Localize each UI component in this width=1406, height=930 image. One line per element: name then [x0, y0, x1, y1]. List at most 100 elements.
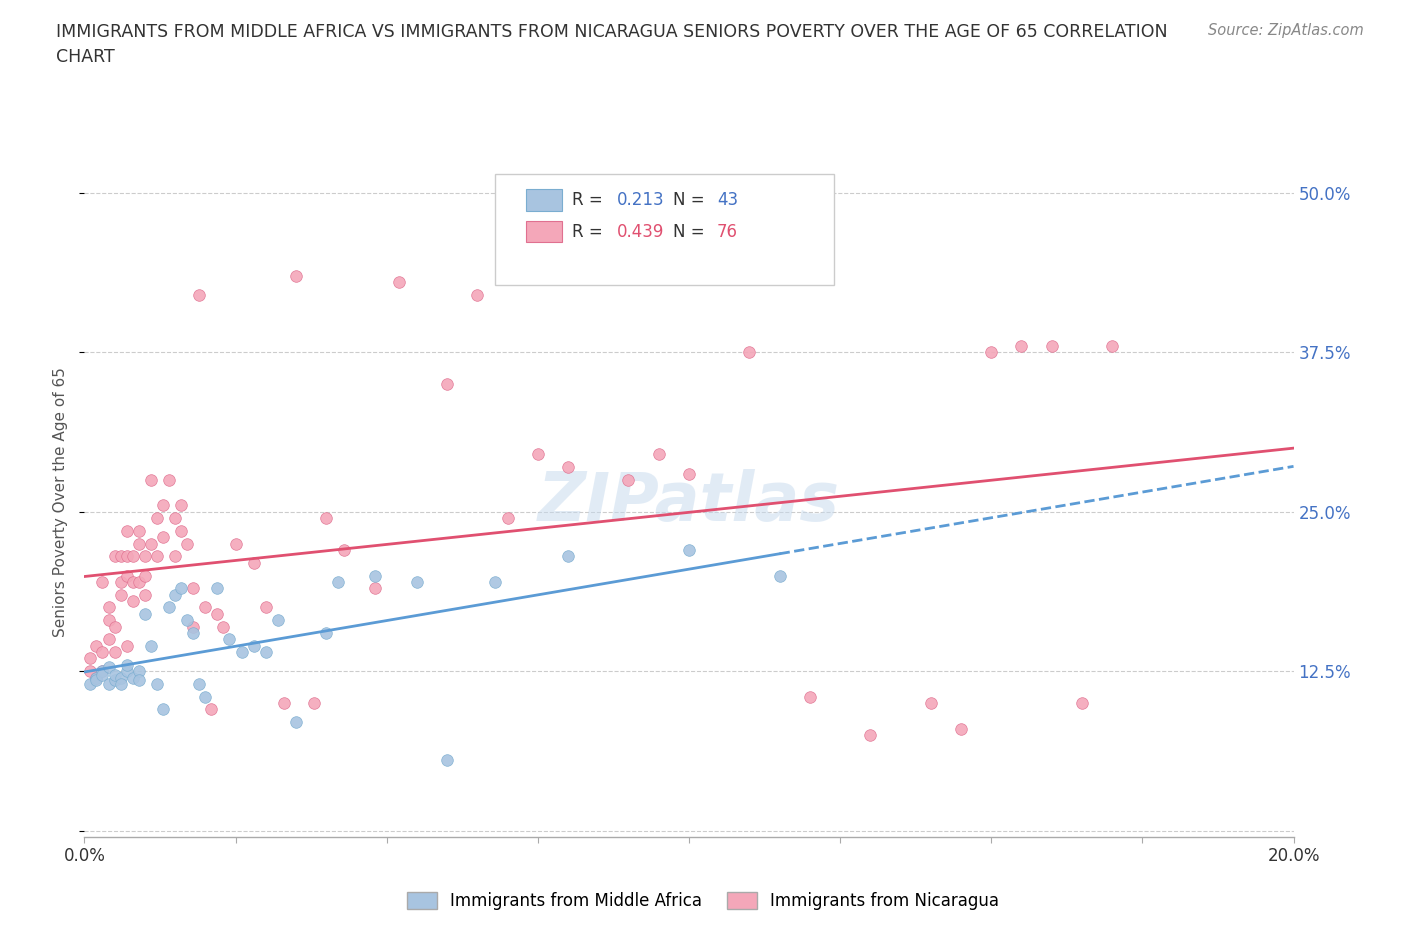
- Point: [91, 644, 114, 659]
- Point: [104, 668, 127, 683]
- Point: [97, 631, 120, 646]
- Point: [363, 581, 385, 596]
- Point: [1011, 339, 1033, 353]
- Point: [110, 587, 132, 602]
- Text: N =: N =: [673, 192, 710, 209]
- Point: [557, 549, 579, 564]
- Point: [315, 511, 337, 525]
- Point: [254, 600, 277, 615]
- Text: 76: 76: [717, 222, 738, 241]
- Point: [950, 721, 973, 736]
- Point: [218, 631, 240, 646]
- Point: [207, 581, 229, 596]
- Point: [1071, 696, 1094, 711]
- Y-axis label: Seniors Poverty Over the Age of 65: Seniors Poverty Over the Age of 65: [53, 367, 69, 637]
- Point: [115, 664, 138, 679]
- Point: [181, 626, 204, 641]
- Point: [617, 472, 640, 487]
- Point: [139, 638, 162, 653]
- Point: [302, 696, 325, 711]
- Text: 43: 43: [717, 192, 738, 209]
- Bar: [526, 190, 562, 211]
- Point: [285, 715, 308, 730]
- Point: [231, 644, 253, 659]
- Point: [115, 568, 138, 583]
- Point: [121, 671, 143, 685]
- Point: [128, 524, 150, 538]
- Point: [799, 689, 821, 704]
- Point: [110, 671, 132, 685]
- Text: R =: R =: [572, 222, 607, 241]
- Point: [91, 575, 114, 590]
- Point: [134, 549, 156, 564]
- Text: ZIPatlas: ZIPatlas: [538, 470, 839, 535]
- Point: [152, 702, 174, 717]
- Point: [146, 511, 169, 525]
- Point: [121, 593, 143, 608]
- Point: [194, 600, 217, 615]
- Point: [194, 689, 217, 704]
- Point: [406, 575, 429, 590]
- Point: [165, 549, 187, 564]
- Point: [212, 619, 235, 634]
- Point: [738, 345, 761, 360]
- Point: [467, 287, 489, 302]
- Point: [115, 549, 138, 564]
- Point: [181, 619, 204, 634]
- Text: 0.439: 0.439: [616, 222, 664, 241]
- Point: [128, 664, 150, 679]
- Point: [115, 524, 138, 538]
- Point: [436, 377, 458, 392]
- Point: [315, 626, 337, 641]
- Point: [146, 676, 169, 691]
- Point: [769, 568, 792, 583]
- Point: [152, 530, 174, 545]
- Point: [436, 753, 458, 768]
- Point: [79, 676, 101, 691]
- Point: [134, 587, 156, 602]
- Point: [121, 575, 143, 590]
- Point: [527, 447, 550, 462]
- Point: [139, 472, 162, 487]
- Point: [79, 651, 101, 666]
- Point: [86, 671, 108, 685]
- Point: [176, 613, 198, 628]
- Point: [188, 676, 211, 691]
- Point: [91, 664, 114, 679]
- Text: IMMIGRANTS FROM MIDDLE AFRICA VS IMMIGRANTS FROM NICARAGUA SENIORS POVERTY OVER : IMMIGRANTS FROM MIDDLE AFRICA VS IMMIGRA…: [56, 23, 1168, 41]
- Legend: Immigrants from Middle Africa, Immigrants from Nicaragua: Immigrants from Middle Africa, Immigrant…: [399, 885, 1007, 917]
- Point: [170, 498, 193, 512]
- Point: [207, 606, 229, 621]
- Point: [496, 511, 519, 525]
- Point: [86, 671, 108, 685]
- Point: [146, 549, 169, 564]
- Point: [188, 287, 211, 302]
- Point: [110, 549, 132, 564]
- Point: [104, 619, 127, 634]
- Point: [285, 269, 308, 284]
- Point: [115, 658, 138, 672]
- Text: Source: ZipAtlas.com: Source: ZipAtlas.com: [1208, 23, 1364, 38]
- Point: [242, 638, 264, 653]
- Point: [157, 472, 180, 487]
- Point: [134, 606, 156, 621]
- Bar: [526, 221, 562, 243]
- Point: [115, 638, 138, 653]
- Point: [91, 668, 114, 683]
- Point: [170, 581, 193, 596]
- Point: [333, 542, 356, 557]
- Point: [267, 613, 290, 628]
- Point: [97, 600, 120, 615]
- Text: CHART: CHART: [56, 48, 115, 66]
- Point: [176, 537, 198, 551]
- Point: [678, 542, 700, 557]
- Point: [225, 537, 247, 551]
- Point: [328, 575, 350, 590]
- Point: [920, 696, 942, 711]
- Point: [363, 568, 385, 583]
- Point: [104, 549, 127, 564]
- FancyBboxPatch shape: [495, 174, 834, 285]
- Point: [157, 600, 180, 615]
- Point: [110, 575, 132, 590]
- Point: [484, 575, 506, 590]
